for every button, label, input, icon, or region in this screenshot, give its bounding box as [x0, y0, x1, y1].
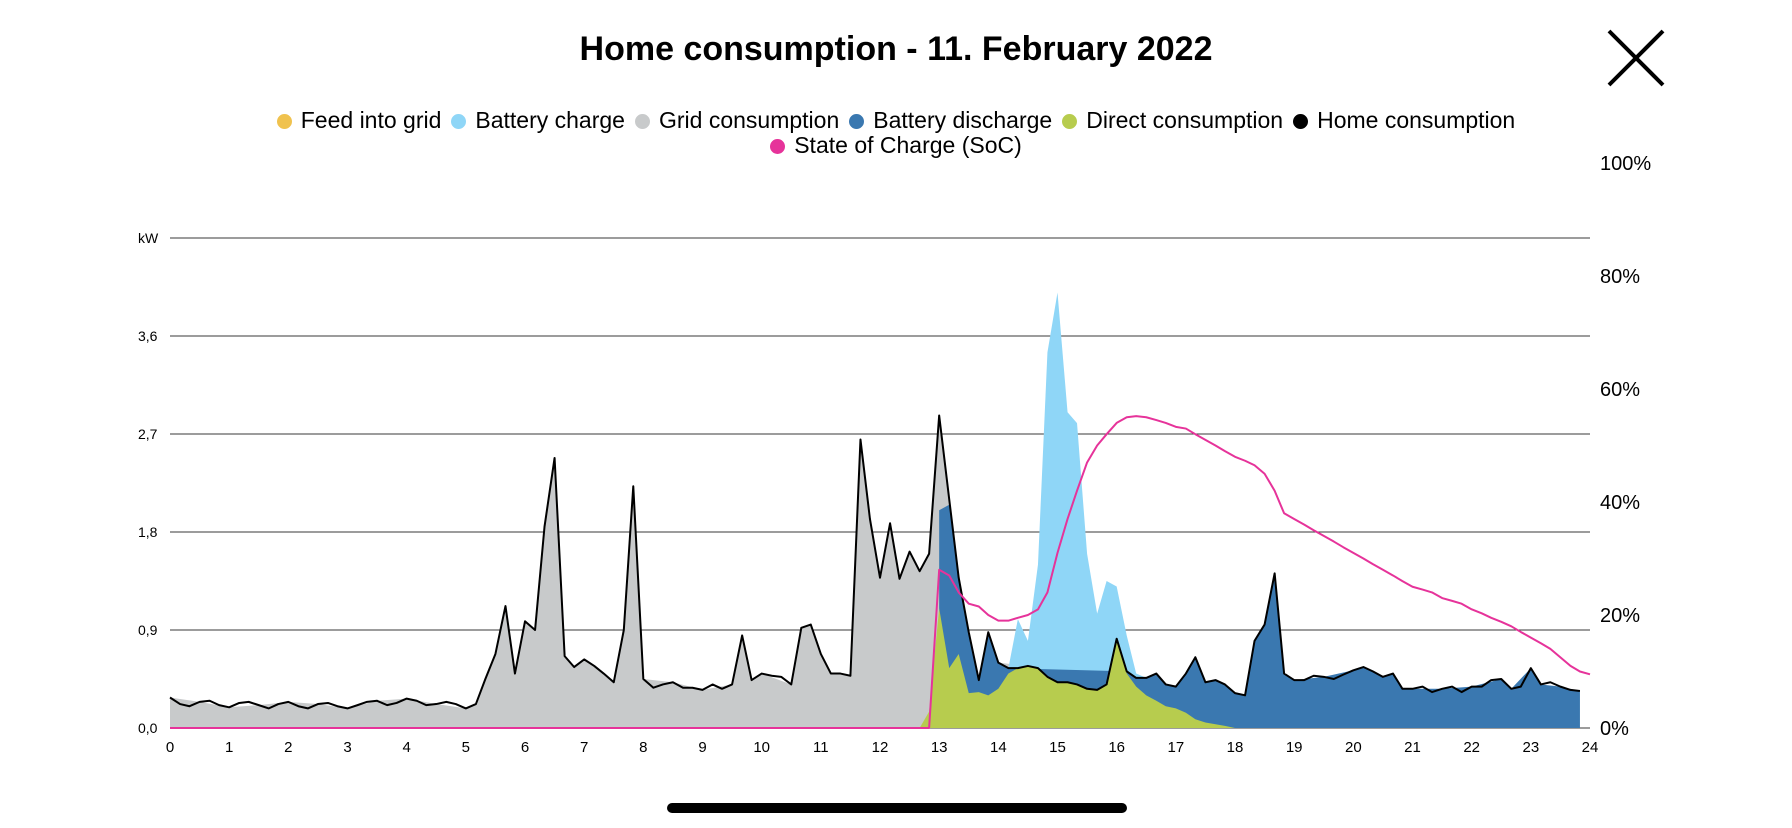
home-indicator	[667, 803, 1127, 813]
battery-charge-area	[998, 292, 1147, 678]
legend-label: Direct consumption	[1086, 107, 1284, 133]
legend-dot-icon	[1293, 114, 1309, 129]
legend-item: Battery charge	[451, 108, 625, 133]
x-tick-label: 4	[402, 739, 410, 756]
x-tick-label: 24	[1582, 739, 1599, 756]
y-tick-label: 0,9	[138, 622, 158, 638]
legend-dot-icon	[634, 114, 650, 129]
x-tick-label: 18	[1227, 739, 1244, 756]
x-tick-label: 14	[990, 739, 1007, 756]
x-tick-label: 2	[284, 739, 292, 756]
page-title: Home consumption - 11. February 2022	[579, 30, 1213, 68]
legend-item: State of Charge (SoC)	[770, 133, 1022, 158]
legend-item: Battery discharge	[849, 108, 1052, 133]
x-tick-label: 23	[1522, 739, 1539, 756]
x-tick-label: 7	[580, 739, 588, 756]
x-tick-label: 8	[639, 739, 647, 756]
x-tick-label: 13	[931, 739, 948, 756]
x-tick-label: 6	[521, 739, 529, 756]
y2-tick-label: 100%	[1600, 153, 1651, 175]
legend-label: Feed into grid	[300, 107, 442, 133]
legend-dot-icon	[849, 114, 865, 129]
battery-discharge-area	[939, 504, 1580, 728]
x-tick-label: 3	[343, 739, 351, 756]
y2-tick-label: 60%	[1600, 379, 1640, 401]
y-tick-label: kW	[138, 230, 159, 246]
x-tick-label: 9	[698, 739, 706, 756]
y2-tick-label: 80%	[1600, 266, 1640, 288]
y-tick-label: 1,8	[138, 524, 158, 540]
legend-dot-icon	[451, 114, 467, 129]
y2-tick-label: 0%	[1600, 718, 1629, 740]
y-tick-label: 0,0	[138, 720, 158, 736]
x-tick-label: 20	[1345, 739, 1362, 756]
x-tick-label: 12	[872, 739, 889, 756]
x-tick-label: 16	[1108, 739, 1125, 756]
close-icon	[1607, 29, 1665, 87]
grid-consumption-area	[170, 415, 1590, 728]
legend-label: State of Charge (SoC)	[794, 132, 1022, 158]
x-tick-label: 5	[462, 739, 470, 756]
x-tick-label: 10	[753, 739, 770, 756]
y2-tick-label: 40%	[1600, 492, 1640, 514]
legend-item: Home consumption	[1293, 108, 1515, 133]
soc-line	[170, 415, 1591, 729]
home-consumption-line	[169, 414, 1581, 710]
direct-consumption-area	[919, 608, 1235, 728]
legend-item: Grid consumption	[634, 107, 840, 133]
legend-dot-icon	[1062, 114, 1078, 129]
x-tick-label: 21	[1404, 739, 1421, 756]
legend-label: Grid consumption	[658, 107, 840, 133]
x-tick-label: 1	[225, 739, 233, 756]
close-button[interactable]	[1606, 28, 1666, 88]
x-tick-label: 17	[1167, 739, 1184, 756]
y-tick-label: 2,7	[138, 426, 158, 442]
x-tick-label: 15	[1049, 739, 1066, 756]
y2-tick-label: 20%	[1600, 605, 1640, 627]
legend-label: Home consumption	[1317, 107, 1516, 133]
y-tick-label: 3,6	[138, 328, 158, 344]
chart-legend: Feed into grid Battery charge Grid consump…	[160, 108, 1632, 158]
legend-dot-icon	[770, 139, 786, 154]
legend-dot-icon	[276, 114, 292, 129]
x-tick-label: 11	[813, 739, 829, 756]
legend-item: Direct consumption	[1062, 108, 1283, 133]
x-tick-label: 22	[1463, 739, 1480, 756]
legend-label: Battery charge	[475, 107, 625, 133]
x-tick-label: 0	[166, 739, 174, 756]
legend-label: Battery discharge	[873, 107, 1053, 133]
legend-item: Feed into grid	[276, 107, 442, 133]
x-tick-label: 19	[1286, 739, 1303, 756]
